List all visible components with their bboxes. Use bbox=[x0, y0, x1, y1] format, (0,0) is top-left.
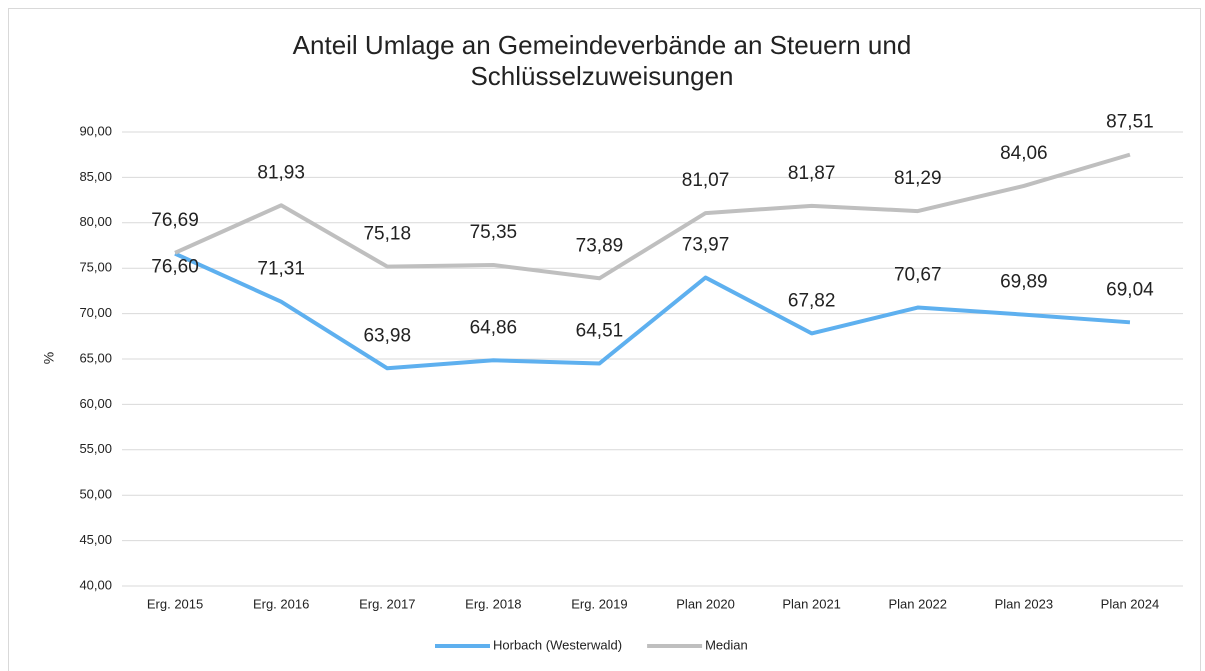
data-label: 69,89 bbox=[1000, 272, 1048, 293]
chart-border bbox=[8, 8, 1201, 671]
y-axis-label: % bbox=[41, 352, 57, 364]
data-label: 64,86 bbox=[470, 317, 518, 338]
x-tick-label: Erg. 2016 bbox=[253, 596, 309, 611]
data-label: 81,07 bbox=[682, 170, 730, 191]
data-label: 81,93 bbox=[257, 162, 305, 183]
data-label: 70,67 bbox=[894, 265, 942, 286]
data-label: 81,29 bbox=[894, 168, 942, 189]
legend-label: Horbach (Westerwald) bbox=[493, 637, 622, 652]
x-tick-label: Plan 2022 bbox=[888, 596, 947, 611]
x-tick-label: Plan 2020 bbox=[676, 596, 735, 611]
y-tick-label: 65,00 bbox=[79, 350, 112, 365]
x-tick-label: Plan 2024 bbox=[1101, 596, 1160, 611]
y-tick-label: 50,00 bbox=[79, 487, 112, 502]
x-tick-label: Plan 2023 bbox=[995, 596, 1054, 611]
x-tick-label: Erg. 2019 bbox=[571, 596, 627, 611]
data-label: 75,35 bbox=[470, 222, 518, 243]
y-tick-label: 40,00 bbox=[79, 577, 112, 592]
legend-label: Median bbox=[705, 637, 748, 652]
data-label: 73,89 bbox=[576, 235, 624, 256]
data-label: 64,51 bbox=[576, 320, 624, 341]
data-label: 71,31 bbox=[257, 259, 305, 280]
data-label: 81,87 bbox=[788, 163, 836, 184]
series-line bbox=[174, 152, 1131, 281]
data-label: 73,97 bbox=[682, 235, 730, 256]
data-label: 63,98 bbox=[363, 325, 411, 346]
chart-title: Anteil Umlage an Gemeindeverbände an Ste… bbox=[292, 30, 912, 91]
data-label: 67,82 bbox=[788, 290, 836, 311]
y-tick-label: 45,00 bbox=[79, 532, 112, 547]
y-tick-label: 85,00 bbox=[79, 169, 112, 184]
y-tick-label: 75,00 bbox=[79, 260, 112, 275]
y-tick-label: 70,00 bbox=[79, 305, 112, 320]
y-tick-label: 90,00 bbox=[79, 123, 112, 138]
x-tick-label: Erg. 2015 bbox=[147, 596, 203, 611]
x-tick-label: Erg. 2018 bbox=[465, 596, 521, 611]
data-label: 76,69 bbox=[151, 210, 199, 231]
y-tick-label: 60,00 bbox=[79, 396, 112, 411]
data-label: 69,04 bbox=[1106, 279, 1154, 300]
series-line bbox=[174, 251, 1131, 371]
data-label: 84,06 bbox=[1000, 143, 1048, 164]
x-tick-label: Plan 2021 bbox=[782, 596, 841, 611]
y-tick-label: 55,00 bbox=[79, 441, 112, 456]
data-label: 76,60 bbox=[151, 257, 199, 278]
y-tick-label: 80,00 bbox=[79, 214, 112, 229]
x-tick-label: Erg. 2017 bbox=[359, 596, 415, 611]
data-label: 87,51 bbox=[1106, 112, 1154, 133]
data-label: 75,18 bbox=[363, 224, 411, 245]
